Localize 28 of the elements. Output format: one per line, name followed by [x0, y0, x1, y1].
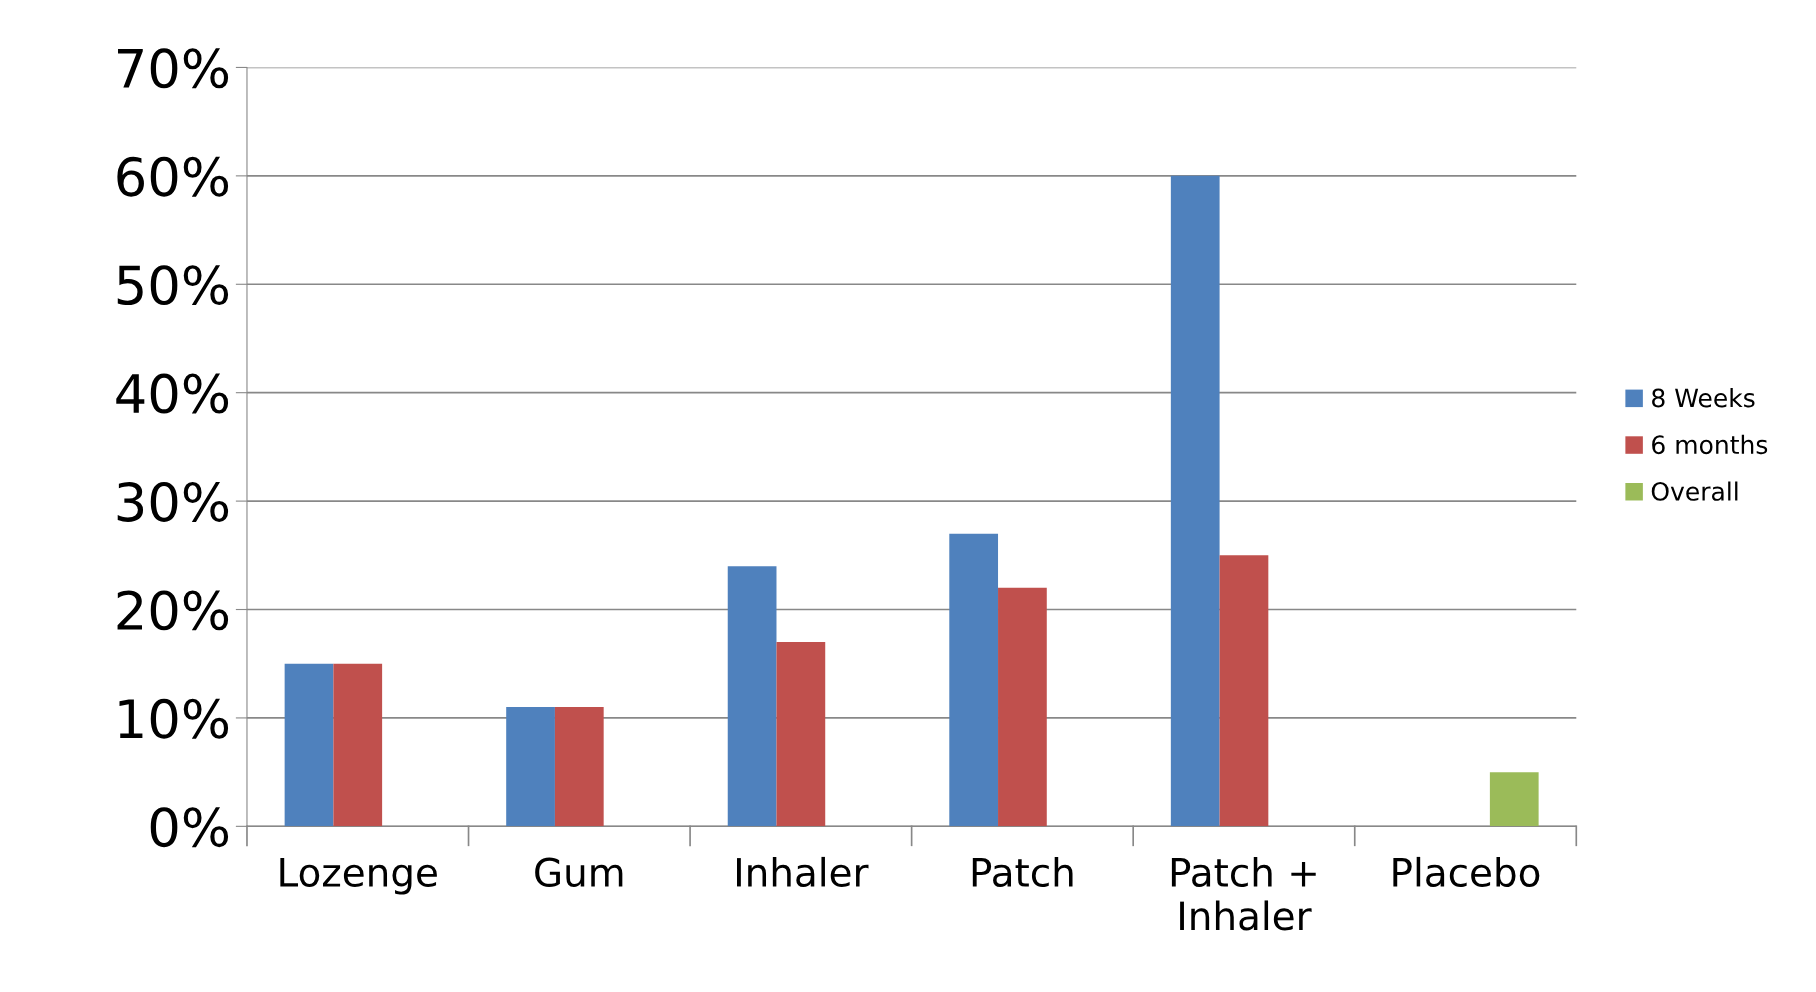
x-tick-label: Placebo — [1393, 856, 1540, 887]
bar — [776, 642, 826, 827]
bar — [949, 533, 999, 827]
x-tick-label: Lozenge — [280, 858, 437, 895]
bar — [727, 566, 777, 827]
bar — [333, 663, 383, 827]
y-tick-label: 70% — [118, 48, 229, 89]
bar — [554, 707, 604, 827]
legend-label: 6 months — [1652, 434, 1768, 455]
y-tick-label: 50% — [117, 265, 229, 306]
x-tick-label: Patch — [972, 856, 1073, 887]
y-tick-label: 10% — [119, 698, 229, 739]
y-tick-label: 0% — [150, 807, 229, 848]
x-tick-label: Gum — [535, 857, 623, 887]
y-tick-label: 60% — [117, 156, 229, 197]
bar — [1219, 555, 1269, 827]
y-tick-label: 30% — [117, 481, 229, 522]
bar — [1489, 772, 1539, 827]
y-tick-label: 20% — [117, 590, 229, 631]
legend-label: 8 Weeks — [1652, 388, 1755, 408]
legend-label: Overall — [1651, 481, 1738, 501]
x-tick-label: Patch + Inhaler — [1171, 856, 1316, 931]
x-tick-label: Inhaler — [737, 856, 869, 887]
y-tick-label: 40% — [116, 373, 229, 414]
bar — [506, 707, 555, 827]
bar — [998, 587, 1047, 827]
bar — [1170, 175, 1220, 827]
bar — [284, 663, 334, 827]
